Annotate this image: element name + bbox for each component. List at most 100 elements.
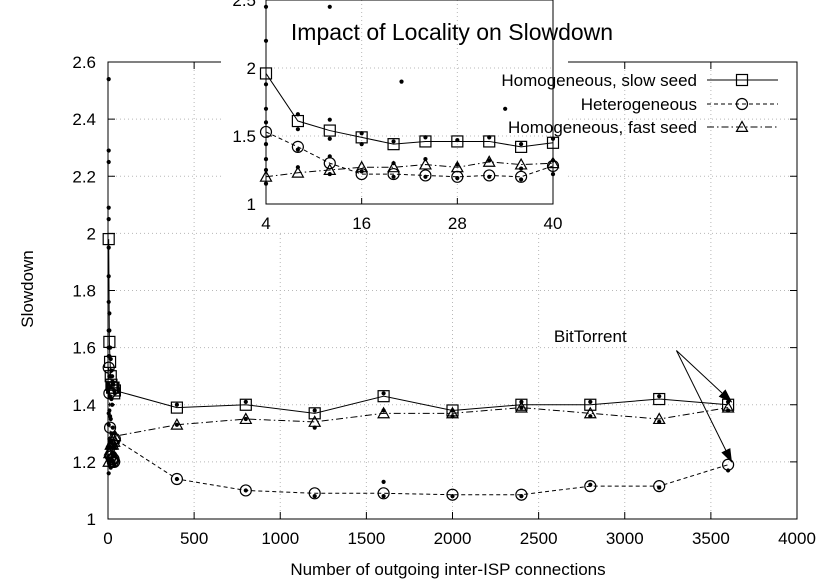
inset-sample-dot [519,166,524,171]
sample-dot [726,468,731,473]
y-tick-label: 2.4 [72,110,96,129]
legend-entry-triangle: Homogeneous, fast seed [508,118,778,137]
inset-data-point-circle [483,169,496,182]
inset-y-tick-label: 2.5 [232,0,256,10]
inset-data-point-circle [355,167,368,181]
inset-data-point-circle [515,170,528,183]
inset-tick-labels: 4 16 28 40 1 1.5 2 2.5 [232,0,562,233]
sample-dot [112,445,117,450]
series-circle [102,361,735,501]
y-tick-label: 1.2 [72,453,96,472]
annotation-bittorrent: BitTorrent [554,327,733,463]
inset-y-tick-label: 1.5 [232,127,256,146]
sample-dot [109,368,114,373]
inset-data-point-square [515,140,528,153]
sample-dot [108,385,113,390]
inset-data-point-circle [291,140,304,153]
legend-entry-circle: Heterogeneous [581,95,778,114]
data-point-circle [515,488,528,501]
sample-dot [519,399,524,404]
series-line [108,367,729,496]
sample-dot [174,402,179,407]
sample-dot [519,494,524,499]
sample-dot [657,394,662,399]
chart-title: Impact of Locality on Slowdown [291,19,613,45]
y-tick-label: 1.8 [72,282,96,301]
data-point-triangle [108,429,122,442]
inset-sample-dot [391,174,396,179]
legend-label: Homogeneous, slow seed [501,71,697,90]
y-tick-label: 1 [87,510,96,529]
inset-series-triangle [259,155,560,182]
sample-dot [112,462,117,467]
sample-dot [588,414,593,419]
sample-dot [381,479,386,484]
data-point-circle [308,487,321,500]
sample-dot [174,422,179,427]
series-triangle [102,400,735,467]
inset-sample-dot [359,169,364,174]
sample-dot [519,405,524,410]
sample-dot [312,408,317,413]
legend-marker-circle [735,97,749,111]
sample-dot [109,396,114,402]
sample-dot [106,159,111,165]
inset-frame [265,0,554,205]
tick-labels: 0 500 1000 1500 2000 2500 3000 3500 4000 1 1.2 1.4 1… [72,53,816,548]
legend-label: Homogeneous, fast seed [508,118,697,137]
sample-dot [108,465,113,470]
sample-dot [174,476,179,482]
sample-dot [312,494,317,499]
sample-dot [312,425,317,430]
data-point-triangle [239,412,253,425]
inset-sample-dot [391,161,396,166]
data-point-triangle [514,400,528,413]
sample-dot [450,414,455,419]
sample-dot [112,454,117,459]
sample-dot [243,488,248,493]
sample-dot [106,471,111,476]
inset-sample-dot [423,135,428,140]
inset-y-tick-label: 1 [247,195,256,214]
inset-data-point-triangle [450,160,464,173]
sample-dot [588,399,593,404]
inset-data-point-square [323,124,336,137]
data-point-triangle [103,443,117,456]
y-tick-label: 1.4 [72,396,96,415]
y-tick-label: 2 [87,224,96,243]
inset-sample-dot [503,106,508,111]
inset-sample-dot [423,174,428,179]
sample-dot [111,382,116,387]
legend-label: Heterogeneous [581,95,697,114]
annotation-arrow [675,350,732,463]
legend-marker-triangle [735,120,749,132]
x-tick-label: 500 [180,529,208,548]
data-point-square [239,398,252,411]
inset-sample-dot [519,142,524,147]
sample-dot [106,422,111,427]
inset-sample-dot [295,127,300,132]
inset-sample-dot [359,142,364,147]
x-tick-label: 1500 [347,529,385,548]
data-point-circle [377,487,390,500]
data-point-square [170,401,183,414]
sample-dot [657,485,662,490]
data-point-square [377,390,390,403]
sample-dot [106,205,111,210]
sample-dot [108,445,113,450]
inset-sample-dot [359,131,364,136]
data-point-square [653,392,666,406]
x-axis-label: Number of outgoing inter-ISP connections [290,560,605,579]
inset-data-point-triangle [291,165,305,178]
inset-x-tick-label: 16 [352,214,371,233]
inset-data-point-triangle [482,155,496,167]
sample-dot [588,482,593,487]
sample-dot [106,299,111,305]
legend: Homogeneous, slow seed Heterogeneous Homog… [501,71,778,137]
inset-plot: 4 16 28 40 1 1.5 2 2.5 [221,0,568,233]
inset-sample-dot [295,147,300,152]
data-point-circle [102,361,115,374]
sample-dot [108,416,113,422]
inset-sample-dot [487,158,492,163]
data-point-square [108,387,121,400]
